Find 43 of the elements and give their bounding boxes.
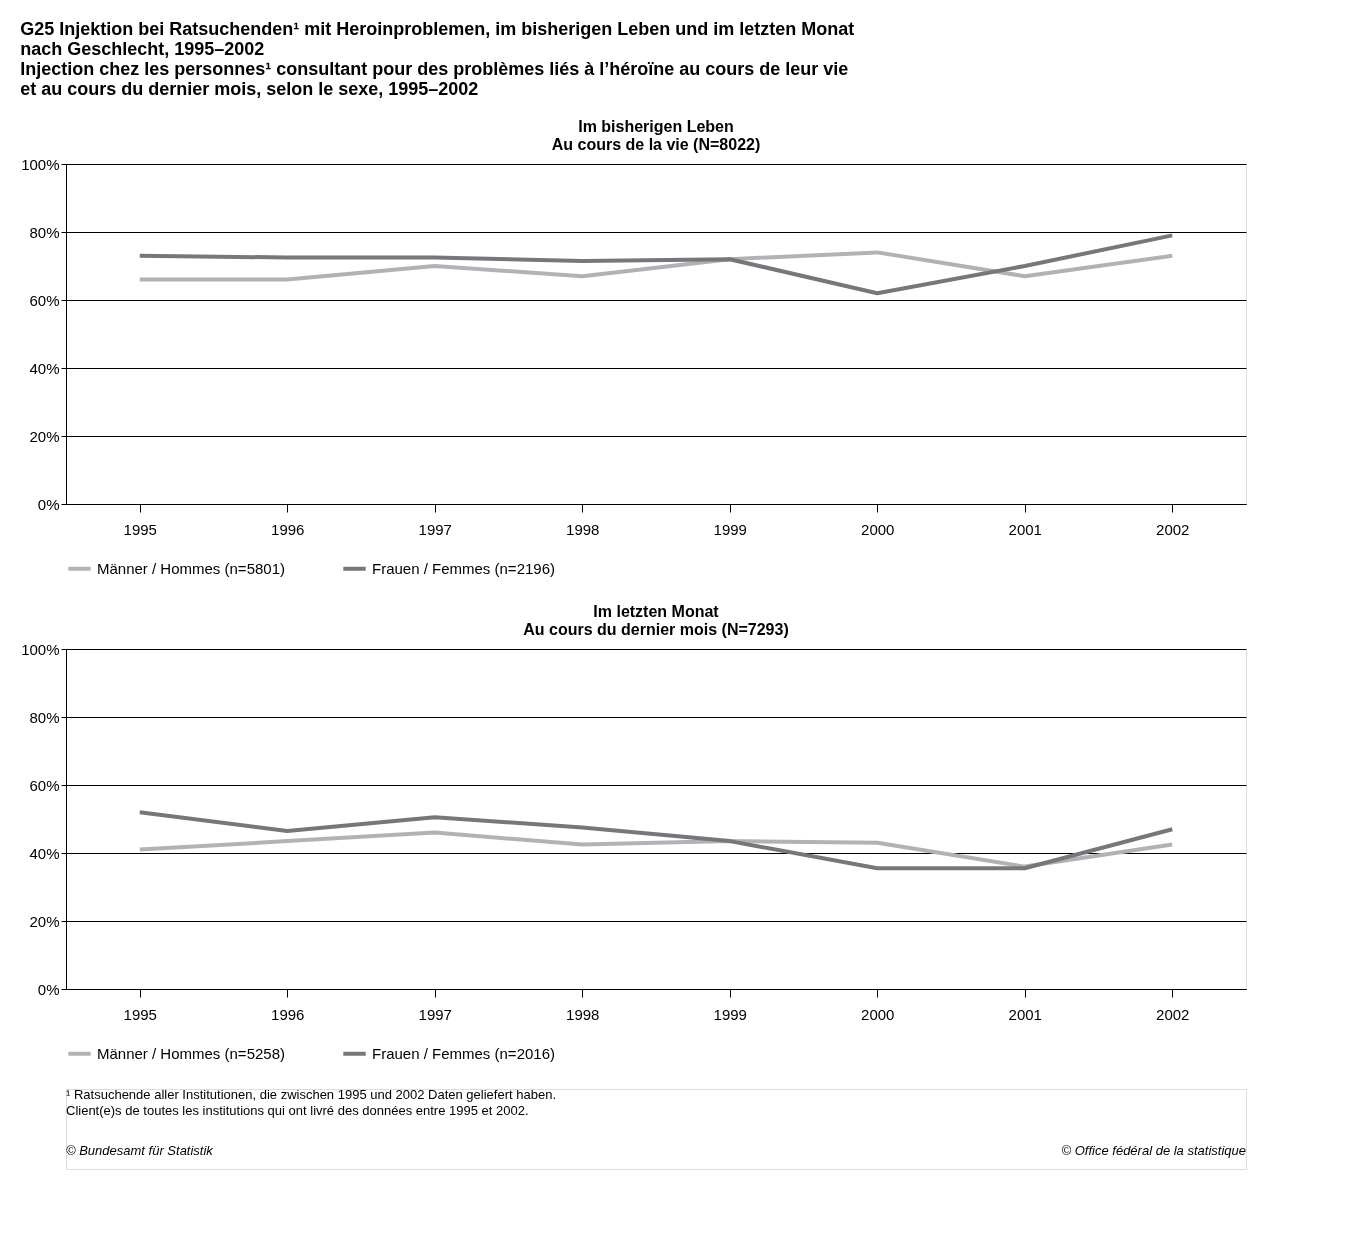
y-tick-label: 80%: [29, 708, 60, 726]
legend-label: Frauen / Femmes (n=2016): [372, 1044, 555, 1062]
x-tick-label: 1998: [566, 520, 600, 538]
x-tick-label: 1999: [713, 520, 747, 538]
x-tick-label: 2001: [1008, 1005, 1042, 1023]
text: © Bundesamt für Statistik: [66, 1143, 215, 1158]
legend-label: Männer / Hommes (n=5801): [97, 559, 285, 577]
chart-title: Im letzten Monat Au cours du dernier mois (N=7293): [523, 603, 789, 638]
y-tick-label: 0%: [37, 980, 60, 998]
x-tick-label: 2000: [861, 520, 895, 538]
x-tick-label: 1996: [271, 520, 305, 538]
line-series: [137, 250, 1175, 282]
line-series: [137, 233, 1175, 296]
y-tick-label: 40%: [29, 359, 60, 377]
x-tick-label: 1995: [123, 520, 157, 538]
legend-label: Männer / Hommes (n=5258): [97, 1044, 285, 1062]
x-tick-label: 2002: [1156, 1005, 1190, 1023]
chart-subtitle: Im bisherigen Leben Au cours de la vie (N=8022): [551, 118, 761, 153]
line-series: [137, 810, 1175, 871]
x-tick-label: 1995: [123, 1005, 157, 1023]
text: ¹ Ratsuchende aller Institutionen, die zwischen 1995 und 2002 Daten geliefert haben.: [66, 1087, 556, 1102]
x-tick-label: 2002: [1156, 520, 1190, 538]
y-tick-label: 80%: [29, 223, 60, 241]
x-tick-label: 1999: [713, 1005, 747, 1023]
y-tick-label: 60%: [29, 776, 60, 794]
x-tick-label: 2001: [1008, 520, 1042, 538]
y-tick-label: 20%: [29, 427, 60, 445]
y-tick-label: 60%: [29, 291, 60, 309]
y-tick-label: 100%: [21, 640, 60, 658]
x-tick-label: 2000: [861, 1005, 895, 1023]
x-tick-label: 1997: [418, 520, 452, 538]
x-tick-label: 1998: [566, 1005, 600, 1023]
x-tick-label: 1997: [418, 1005, 452, 1023]
line-series: [137, 830, 1175, 869]
y-tick-label: 40%: [29, 844, 60, 862]
y-tick-label: 20%: [29, 912, 60, 930]
y-tick-label: 100%: [21, 155, 60, 173]
x-tick-label: 1996: [271, 1005, 305, 1023]
y-tick-label: 0%: [37, 495, 60, 513]
text: Client(e)s de toutes les institutions qui ont livré des données entre 1995 et 2002.: [66, 1103, 529, 1118]
chart-title: G25 Injektion bei Ratsuchenden¹ mit Heroinproblemen, im bisherigen Leben und im letzten Monat nach Geschlecht, 1995–2002 Injection chez les personnes¹ consultant pour des problèmes liés à l’héroïne au cours de leur vie et au cours du dernier mois, selon le sexe, 1995–2002: [20, 18, 855, 99]
text: © Office fédéral de la statistique: [1061, 1143, 1246, 1158]
legend-label: Frauen / Femmes (n=2196): [372, 559, 555, 577]
